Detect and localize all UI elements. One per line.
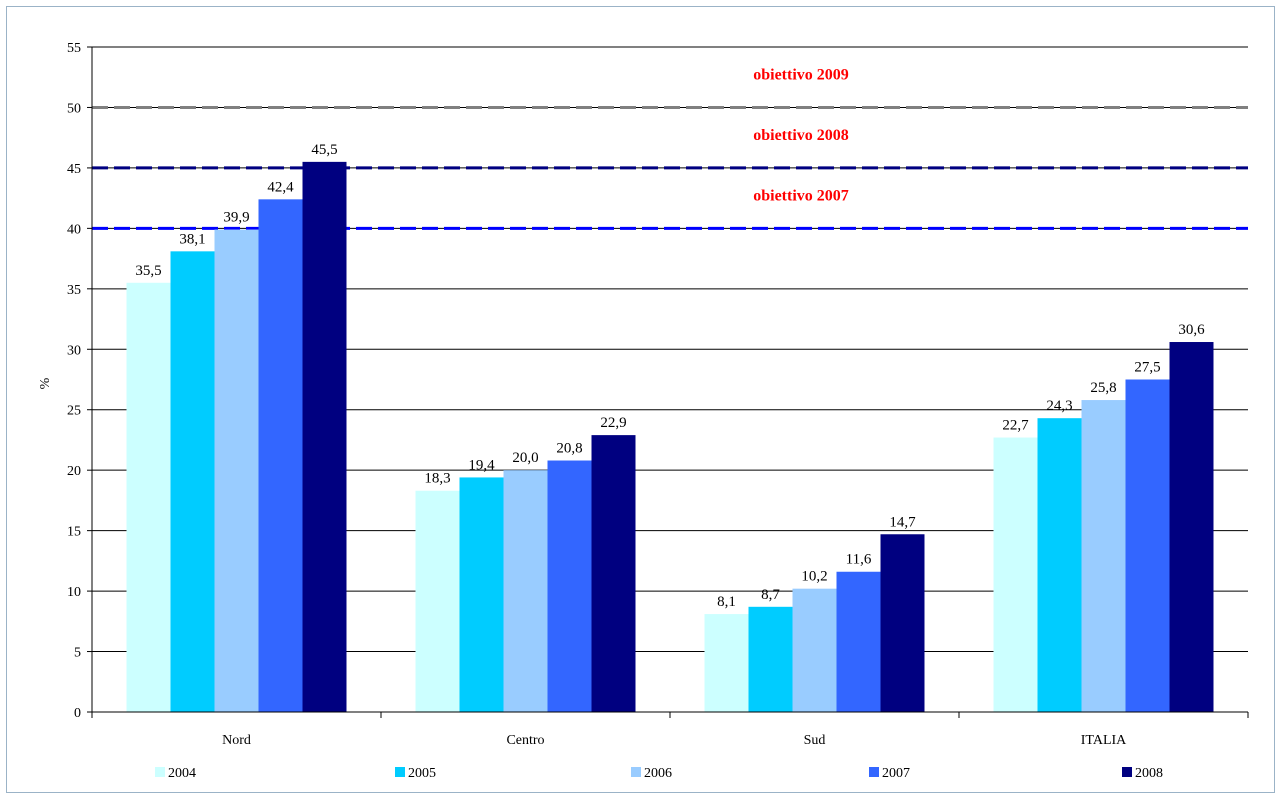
bar-2008-ITALIA (1169, 342, 1214, 712)
legend: 2004 2005 2006 2007 2008 (155, 766, 1163, 781)
data-label: 24,3 (1046, 398, 1072, 414)
bar-2004-Centro (415, 490, 460, 712)
legend-label: 2004 (168, 766, 196, 781)
axes: 0 5 10 15 20 25 30 35 40 45 50 55 Nord Centro Sud ITALI… (67, 41, 1249, 748)
legend-swatch-2006 (631, 767, 641, 777)
category-label: ITALIA (1081, 733, 1127, 748)
y-tick-label: 30 (67, 343, 81, 358)
data-label: 10,2 (801, 569, 827, 585)
bar-2006-ITALIA (1081, 400, 1126, 712)
data-label: 25,8 (1090, 380, 1116, 396)
legend-swatch-2007 (869, 767, 879, 777)
bar-2007-Centro (547, 460, 592, 712)
legend-swatch-2008 (1122, 767, 1132, 777)
y-tick-label: 40 (67, 222, 81, 237)
category-label: Sud (804, 733, 826, 748)
bar-2004-Sud (704, 614, 749, 712)
bar-2005-ITALIA (1037, 418, 1082, 712)
bar-2007-Sud (836, 571, 881, 712)
bar-2006-Sud (792, 588, 837, 712)
bar-2007-Nord (258, 199, 303, 712)
target-lines: obiettivo 2009 obiettivo 2008 obiettivo 20… (92, 66, 1248, 230)
chart-frame: obiettivo 2009 obiettivo 2008 obiettivo 20… (6, 6, 1275, 793)
category-label: Centro (506, 733, 544, 748)
data-label: 18,3 (424, 471, 450, 487)
y-tick-label: 0 (74, 706, 81, 721)
category-label: Nord (222, 733, 251, 748)
bar-2007-ITALIA (1125, 379, 1170, 712)
bar-chart: obiettivo 2009 obiettivo 2008 obiettivo 20… (38, 41, 1249, 781)
y-tick-label: 10 (67, 585, 81, 600)
bar-2004-Nord (126, 282, 171, 712)
target-label: obiettivo 2007 (753, 187, 849, 204)
data-label: 20,0 (512, 450, 538, 466)
data-label: 22,7 (1002, 418, 1029, 434)
data-label: 39,9 (223, 210, 249, 226)
data-label: 20,8 (556, 441, 582, 457)
target-label: obiettivo 2009 (753, 66, 849, 83)
legend-label: 2007 (882, 766, 910, 781)
bars (126, 161, 1214, 712)
data-label: 8,1 (717, 594, 736, 610)
y-tick-label: 25 (67, 404, 81, 419)
bar-2006-Centro (503, 470, 548, 712)
data-label: 42,4 (267, 179, 294, 195)
legend-swatch-2005 (395, 767, 405, 777)
bar-2008-Nord (302, 161, 347, 712)
data-labels: 35,5 38,1 39,9 42,4 45,5 18,3 19,4 20,0 20,8 22,9… (135, 142, 1205, 610)
data-label: 14,7 (889, 514, 916, 530)
data-label: 35,5 (135, 263, 161, 279)
bar-2005-Nord (170, 251, 215, 712)
y-tick-label: 55 (67, 41, 81, 56)
bar-2008-Centro (591, 435, 636, 712)
bar-2008-Sud (880, 534, 925, 712)
y-tick-label: 50 (67, 101, 81, 116)
data-label: 22,9 (600, 415, 626, 431)
bar-2005-Centro (459, 477, 504, 712)
y-tick-label: 5 (74, 646, 81, 661)
legend-label: 2006 (644, 766, 672, 781)
data-label: 11,6 (846, 552, 872, 568)
bar-2006-Nord (214, 229, 259, 712)
data-label: 45,5 (311, 142, 337, 158)
data-label: 8,7 (761, 587, 780, 603)
legend-swatch-2004 (155, 767, 165, 777)
data-label: 27,5 (1134, 360, 1160, 376)
legend-label: 2008 (1135, 766, 1163, 781)
legend-label: 2005 (408, 766, 436, 781)
y-axis-label: % (38, 377, 53, 389)
data-label: 38,1 (179, 231, 205, 247)
target-label: obiettivo 2008 (753, 127, 849, 144)
data-label: 30,6 (1178, 322, 1205, 338)
y-tick-label: 20 (67, 464, 81, 479)
bar-2004-ITALIA (993, 437, 1038, 712)
y-tick-label: 35 (67, 283, 81, 298)
bar-2005-Sud (748, 606, 793, 712)
y-tick-label: 45 (67, 162, 81, 177)
data-label: 19,4 (468, 457, 495, 473)
y-tick-label: 15 (67, 525, 81, 540)
